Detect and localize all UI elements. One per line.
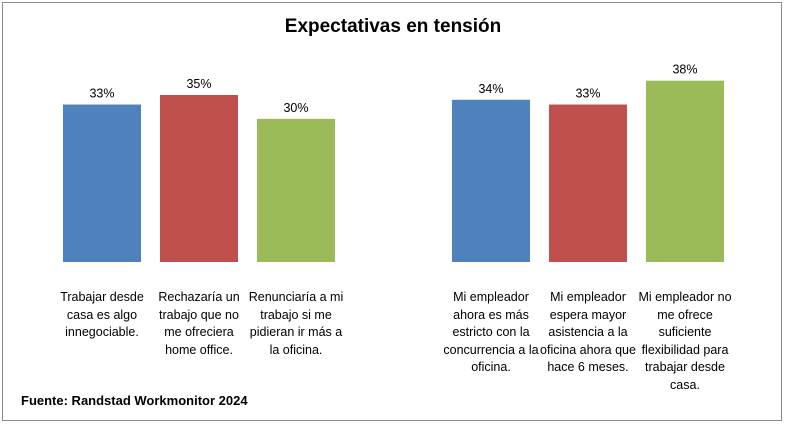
category-label-6: Mi empleador no me ofrece suficiente fle… <box>638 290 732 392</box>
bar-4 <box>452 99 530 263</box>
data-label-1: 33% <box>89 87 114 101</box>
data-label-5: 33% <box>575 87 600 101</box>
data-label-4: 34% <box>478 82 503 96</box>
data-label-6: 38% <box>672 63 697 77</box>
source-note: Fuente: Randstad Workmonitor 2024 <box>21 393 248 408</box>
category-label-4: Mi empleador ahora es más estricto con l… <box>443 290 539 374</box>
category-label-3: Renunciaría a mi trabajo si me pidieran … <box>248 290 344 357</box>
category-label-5: Mi empleador espera mayor asistencia a l… <box>540 290 636 374</box>
data-label-3: 30% <box>283 101 308 115</box>
bar-3 <box>257 118 335 262</box>
chart-title: Expectativas en tensión <box>284 16 502 37</box>
data-label-2: 35% <box>186 77 211 91</box>
category-label-1: Trabajar desde casa es algo innegociable… <box>60 290 144 339</box>
bar-2 <box>160 95 238 262</box>
category-label-2: Rechazaría un trabajo que no me ofrecier… <box>158 290 240 357</box>
bar-1 <box>63 104 141 263</box>
bar-5 <box>549 104 627 263</box>
bar-6 <box>646 80 724 262</box>
